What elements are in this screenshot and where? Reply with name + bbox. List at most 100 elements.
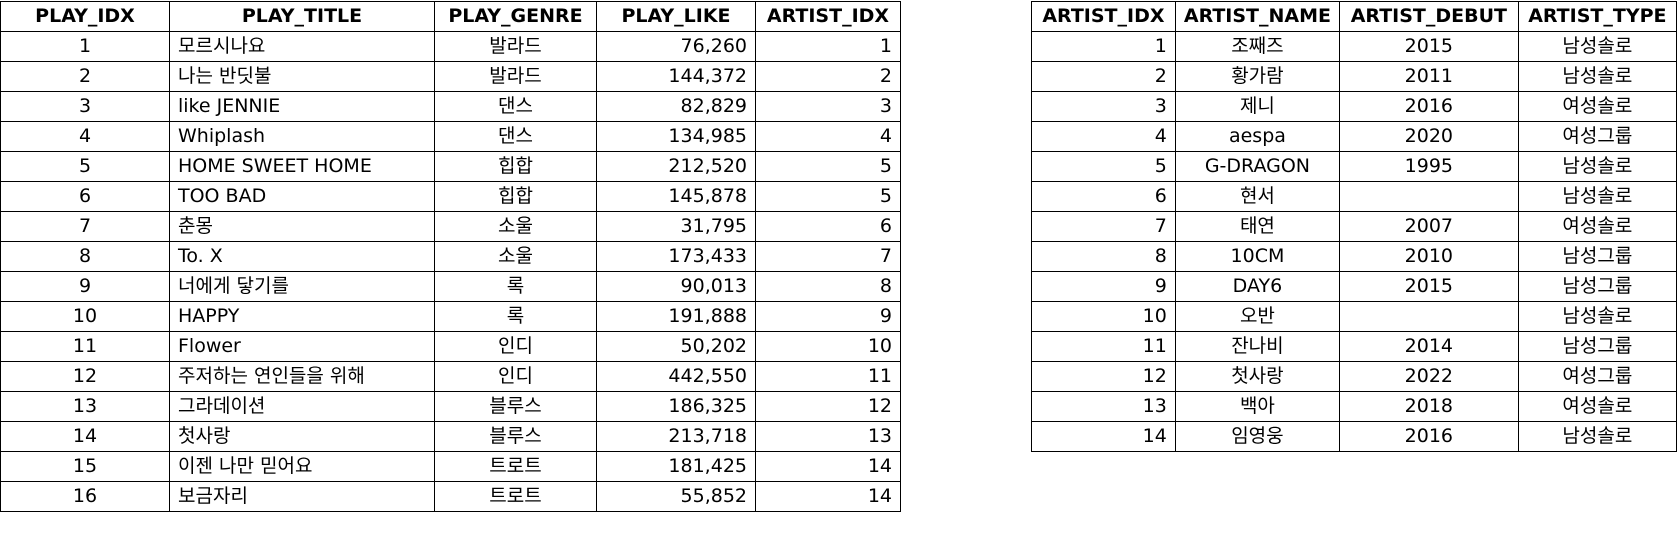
play-genre-cell: 인디: [434, 331, 597, 362]
column-header: ARTIST_TYPE: [1517, 1, 1677, 32]
artist-idx-cell: 1: [1031, 31, 1176, 62]
play-like-cell: 50,202: [596, 331, 756, 362]
artist-type-cell: 남성그룹: [1517, 331, 1677, 362]
table-row: 10 HAPPY 록 191,888 9: [0, 301, 901, 332]
play-like-cell: 145,878: [596, 181, 756, 212]
table-row: 10 오반 남성솔로: [1031, 301, 1677, 332]
play-like-cell: 212,520: [596, 151, 756, 182]
artist-idx-cell: 14: [755, 481, 901, 512]
play-title-cell: like JENNIE: [169, 91, 435, 122]
artist-name-cell: 황가람: [1174, 61, 1341, 92]
table-row: 1 모르시나요 발라드 76,260 1: [0, 31, 901, 62]
play-like-cell: 181,425: [596, 451, 756, 482]
play-like-cell: 76,260: [596, 31, 756, 62]
artist-idx-cell: 13: [1031, 391, 1176, 422]
artist-type-cell: 남성그룹: [1517, 271, 1677, 302]
artist-idx-cell: 12: [1031, 361, 1176, 392]
artist-idx-cell: 1: [755, 31, 901, 62]
table-row: 11 잔나비 2014 남성그룹: [1031, 331, 1677, 362]
table-row: 7 태연 2007 여성솔로: [1031, 211, 1677, 242]
play-title-cell: 모르시나요: [169, 31, 435, 62]
artist-debut-cell: 2010: [1339, 241, 1519, 272]
play-idx-cell: 12: [0, 361, 170, 392]
play-title-cell: To. X: [169, 241, 435, 272]
table-row: 13 그라데이션 블루스 186,325 12: [0, 391, 901, 422]
play-title-cell: 그라데이션: [169, 391, 435, 422]
play-title-cell: 첫사랑: [169, 421, 435, 452]
play-title-cell: 이젠 나만 믿어요: [169, 451, 435, 482]
artist-debut-cell: 2007: [1339, 211, 1519, 242]
artist-debut-cell: 2016: [1339, 421, 1519, 452]
table-row: 14 첫사랑 블루스 213,718 13: [0, 421, 901, 452]
artist-name-cell: aespa: [1174, 121, 1341, 152]
artist-name-cell: 백아: [1174, 391, 1341, 422]
artist-idx-cell: 7: [755, 241, 901, 272]
play-title-cell: TOO BAD: [169, 181, 435, 212]
table-row: 5 G-DRAGON 1995 남성솔로: [1031, 151, 1677, 182]
artist-name-cell: 제니: [1174, 91, 1341, 122]
play-idx-cell: 7: [0, 211, 170, 242]
artist-debut-cell: 2015: [1339, 271, 1519, 302]
table-row: 2 나는 반딧불 발라드 144,372 2: [0, 61, 901, 92]
play-title-cell: HAPPY: [169, 301, 435, 332]
artist-idx-cell: 5: [1031, 151, 1176, 182]
column-header: PLAY_TITLE: [169, 1, 435, 32]
artist-type-cell: 여성그룹: [1517, 121, 1677, 152]
table-row: 4 aespa 2020 여성그룹: [1031, 121, 1677, 152]
artist-table-body: 1 조째즈 2015 남성솔로 2 황가람 2011 남성솔로 3 제니 2016 여성솔로 4 aesp…: [1031, 31, 1677, 452]
artist-debut-cell: 2022: [1339, 361, 1519, 392]
artist-type-cell: 남성그룹: [1517, 241, 1677, 272]
artist-idx-cell: 10: [1031, 301, 1176, 332]
table-row: 9 너에게 닿기를 록 90,013 8: [0, 271, 901, 302]
artist-name-cell: 첫사랑: [1174, 361, 1341, 392]
play-title-cell: 보금자리: [169, 481, 435, 512]
artist-type-cell: 남성솔로: [1517, 61, 1677, 92]
play-title-cell: 너에게 닿기를: [169, 271, 435, 302]
artist-name-cell: 태연: [1174, 211, 1341, 242]
play-idx-cell: 4: [0, 121, 170, 152]
play-like-cell: 31,795: [596, 211, 756, 242]
play-genre-cell: 댄스: [434, 91, 597, 122]
table-row: 15 이젠 나만 믿어요 트로트 181,425 14: [0, 451, 901, 482]
artist-idx-cell: 11: [755, 361, 901, 392]
artist-type-cell: 여성솔로: [1517, 91, 1677, 122]
table-row: 11 Flower 인디 50,202 10: [0, 331, 901, 362]
artist-idx-cell: 3: [755, 91, 901, 122]
artist-idx-cell: 13: [755, 421, 901, 452]
play-genre-cell: 소울: [434, 211, 597, 242]
artist-type-cell: 여성솔로: [1517, 391, 1677, 422]
column-header: PLAY_GENRE: [434, 1, 597, 32]
artist-idx-cell: 14: [1031, 421, 1176, 452]
artist-idx-cell: 10: [755, 331, 901, 362]
column-header: ARTIST_DEBUT: [1339, 1, 1519, 32]
play-genre-cell: 힙합: [434, 151, 597, 182]
play-idx-cell: 10: [0, 301, 170, 332]
artist-name-cell: G-DRAGON: [1174, 151, 1341, 182]
play-genre-cell: 블루스: [434, 421, 597, 452]
play-title-cell: Whiplash: [169, 121, 435, 152]
artist-type-cell: 남성솔로: [1517, 151, 1677, 182]
table-row: 3 제니 2016 여성솔로: [1031, 91, 1677, 122]
column-header: ARTIST_IDX: [1031, 1, 1176, 32]
play-like-cell: 213,718: [596, 421, 756, 452]
artist-debut-cell: 1995: [1339, 151, 1519, 182]
table-row: 6 현서 남성솔로: [1031, 181, 1677, 212]
table-row: 13 백아 2018 여성솔로: [1031, 391, 1677, 422]
play-title-cell: 나는 반딧불: [169, 61, 435, 92]
play-idx-cell: 9: [0, 271, 170, 302]
play-idx-cell: 3: [0, 91, 170, 122]
play-genre-cell: 발라드: [434, 31, 597, 62]
column-header: ARTIST_NAME: [1174, 1, 1341, 32]
play-header-row: PLAY_IDX PLAY_TITLE PLAY_GENRE PLAY_LIKE…: [0, 1, 901, 32]
table-row: 16 보금자리 트로트 55,852 14: [0, 481, 901, 512]
play-title-cell: 춘몽: [169, 211, 435, 242]
table-row: 5 HOME SWEET HOME 힙합 212,520 5: [0, 151, 901, 182]
artist-idx-cell: 3: [1031, 91, 1176, 122]
artist-type-cell: 남성솔로: [1517, 31, 1677, 62]
artist-debut-cell: 2011: [1339, 61, 1519, 92]
play-table-body: 1 모르시나요 발라드 76,260 1 2 나는 반딧불 발라드 144,372 2 3 like …: [0, 31, 901, 512]
play-genre-cell: 블루스: [434, 391, 597, 422]
table-row: 12 주저하는 연인들을 위해 인디 442,550 11: [0, 361, 901, 392]
play-genre-cell: 인디: [434, 361, 597, 392]
artist-debut-cell: [1339, 301, 1519, 332]
